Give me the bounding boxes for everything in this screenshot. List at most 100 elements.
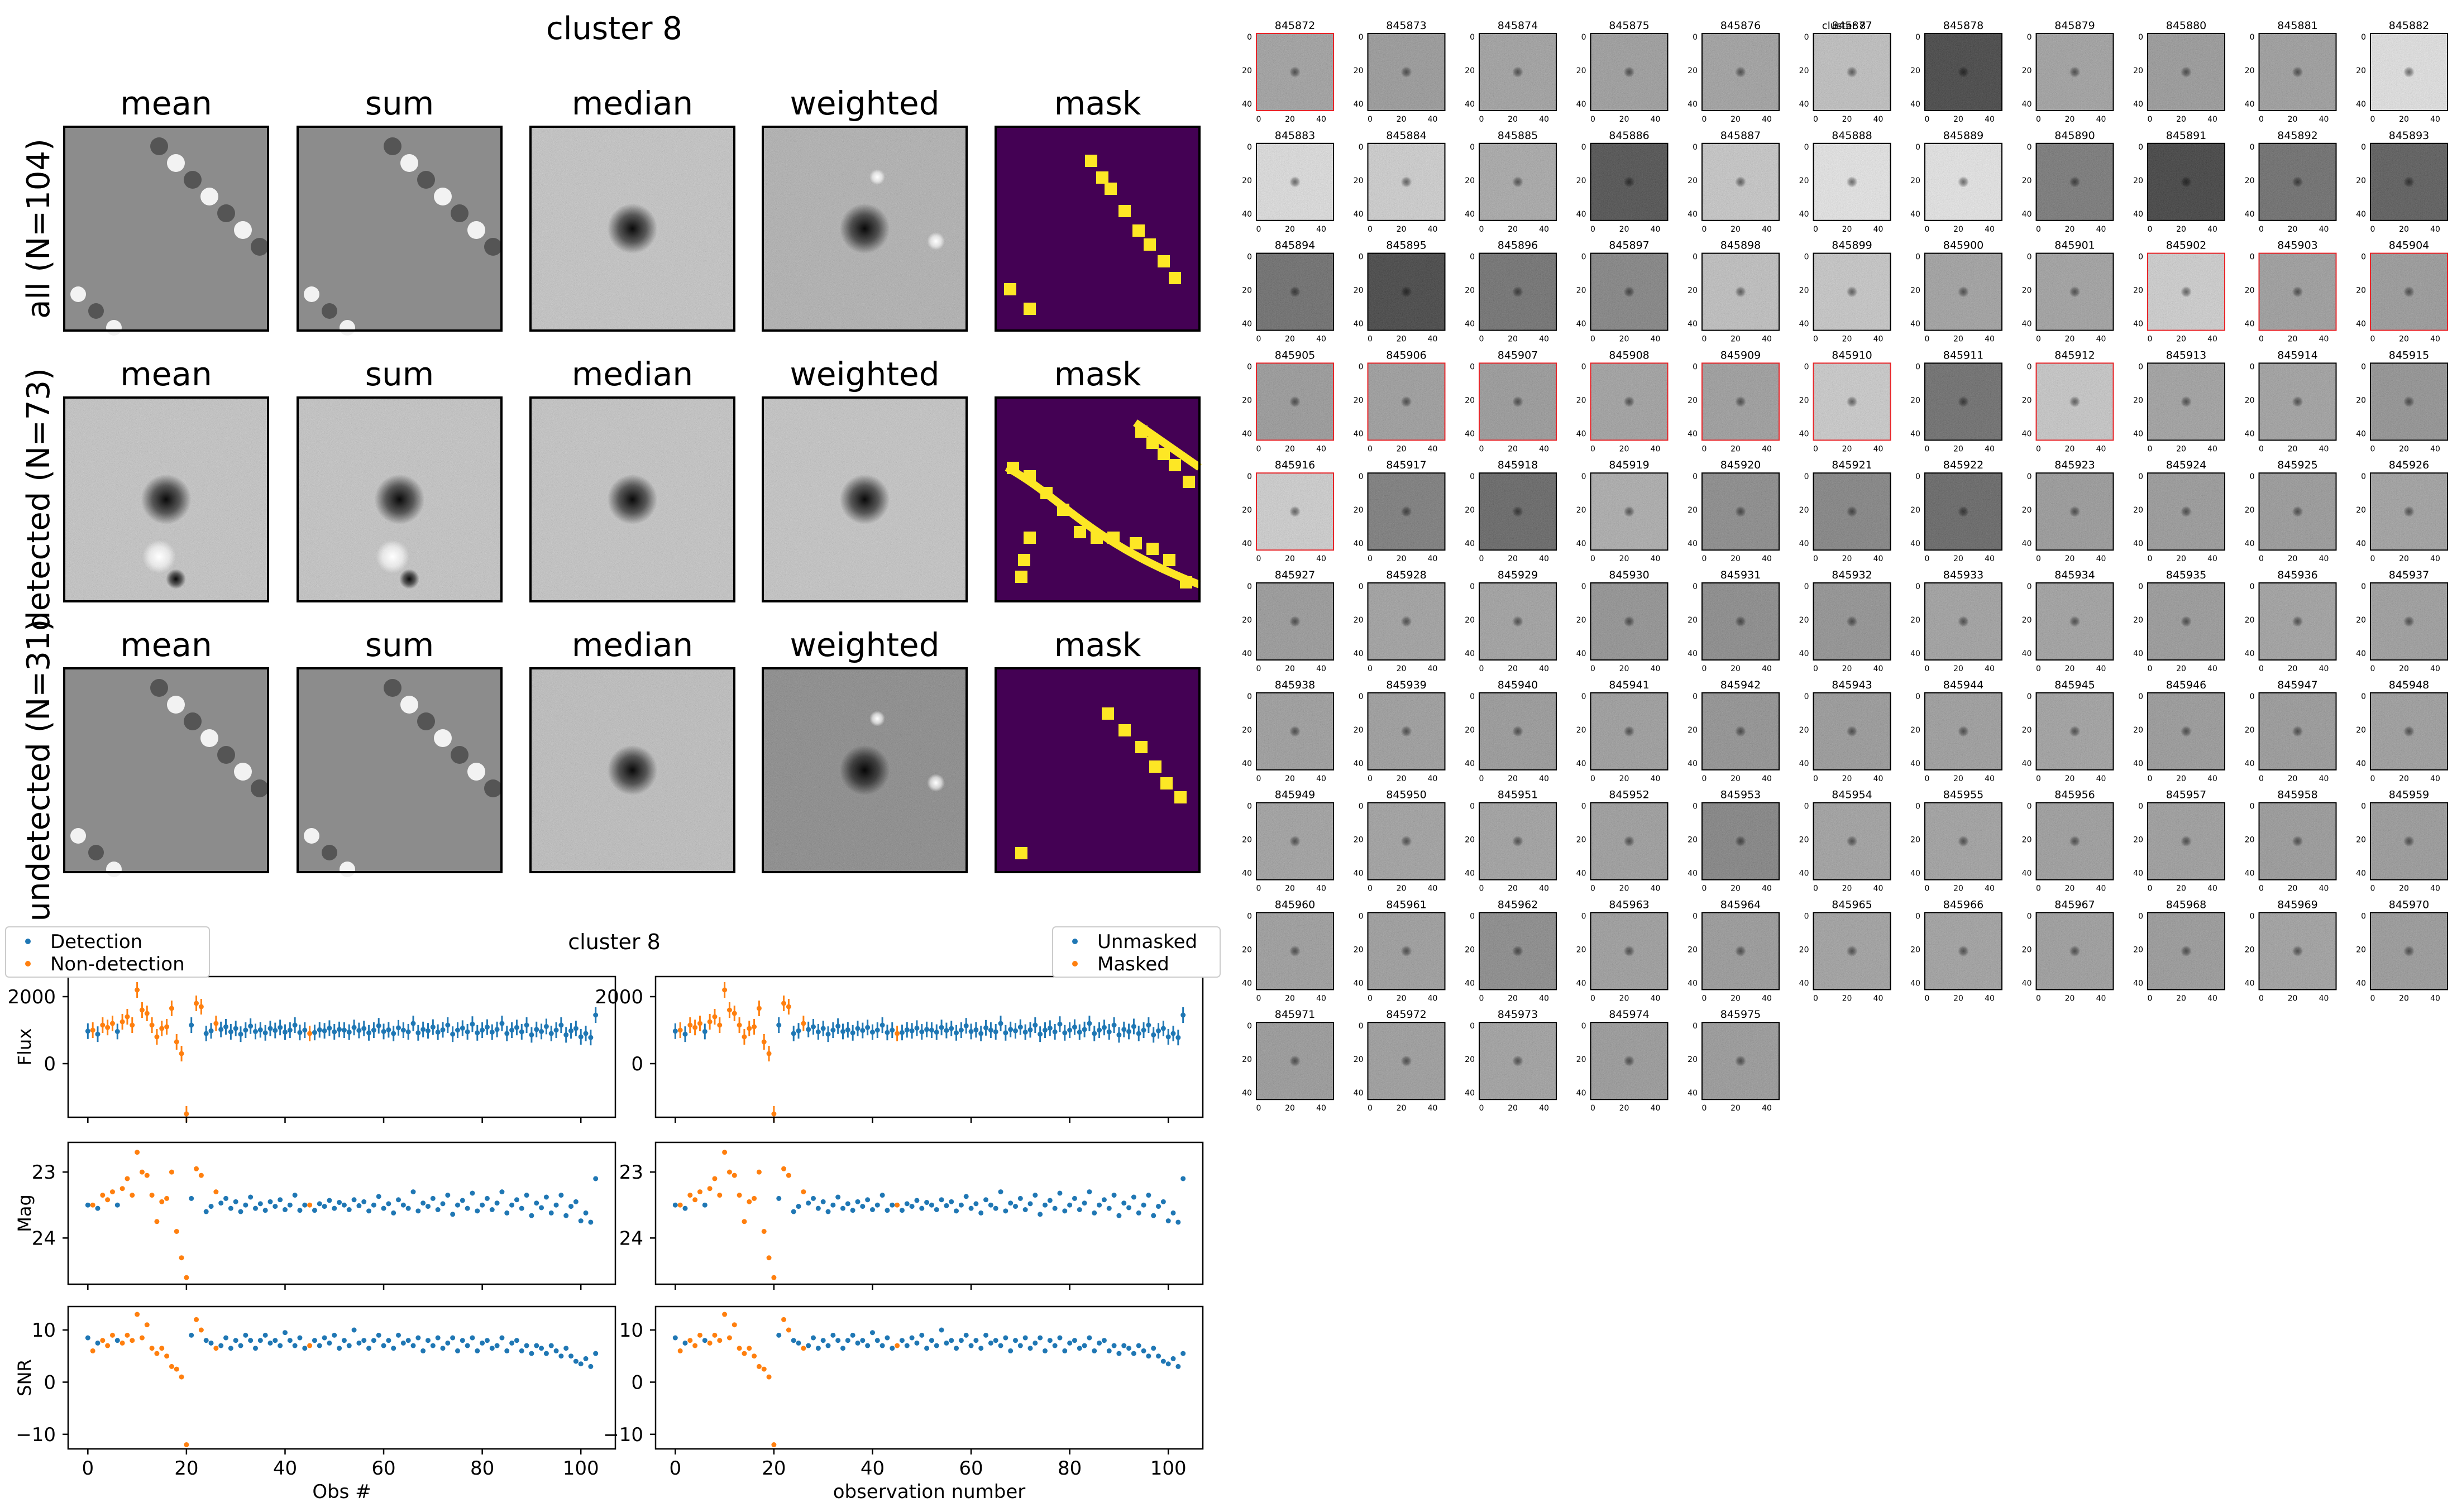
data-point-detection bbox=[825, 1343, 831, 1348]
cutout-id-label: 845954 bbox=[1832, 789, 1872, 801]
data-point-detection bbox=[909, 1335, 915, 1341]
cutout-source bbox=[2292, 66, 2303, 78]
cutout-y-tick: 0 bbox=[1359, 692, 1364, 701]
cutout-x-tick: 20 bbox=[1842, 664, 1852, 673]
cutout-y-tick: 0 bbox=[2027, 143, 2032, 152]
cutout-source bbox=[1958, 286, 1969, 298]
cutout-source bbox=[1958, 616, 1969, 627]
data-point-detection bbox=[865, 1025, 871, 1030]
data-point-detection bbox=[840, 1346, 845, 1351]
cutout-source bbox=[1512, 945, 1523, 957]
data-point-detection bbox=[1156, 1353, 1161, 1359]
data-point-detection bbox=[885, 1335, 890, 1341]
data-point-non-detection bbox=[130, 1022, 135, 1028]
data-point-detection bbox=[322, 1028, 327, 1033]
cutout-x-tick: 40 bbox=[1873, 664, 1884, 673]
data-point-detection bbox=[593, 1351, 599, 1356]
data-point-detection bbox=[282, 1207, 288, 1213]
cutout-y-tick: 40 bbox=[2245, 210, 2255, 219]
cutout-x-tick: 20 bbox=[2176, 444, 2186, 453]
cutout-id-label: 845941 bbox=[1609, 679, 1650, 691]
cutout-y-tick: 40 bbox=[1576, 429, 1586, 438]
cutout-y-tick: 0 bbox=[2027, 912, 2032, 921]
data-point-detection bbox=[968, 1343, 974, 1348]
data-point-non-detection bbox=[726, 1007, 732, 1013]
cutout-x-tick: 0 bbox=[2148, 225, 2153, 234]
cutout-x-tick: 20 bbox=[2399, 115, 2409, 124]
cutout-x-tick: 20 bbox=[1285, 774, 1295, 783]
data-point-detection bbox=[332, 1029, 337, 1035]
cutout-y-tick: 20 bbox=[1242, 286, 1252, 295]
data-point-detection bbox=[1038, 1335, 1043, 1341]
data-point-detection bbox=[1072, 1025, 1077, 1030]
streak-blob bbox=[467, 221, 485, 239]
cutout-y-tick: 20 bbox=[1354, 1055, 1364, 1064]
cutout-y-tick: 40 bbox=[2022, 539, 2032, 548]
cutout-x-tick: 0 bbox=[1925, 884, 1930, 893]
data-point-non-detection bbox=[159, 1026, 165, 1031]
cutout-source bbox=[2181, 396, 2192, 408]
cutout-frame bbox=[1256, 33, 1334, 111]
cutout-y-tick: 0 bbox=[1804, 472, 1809, 481]
cutout-y-tick: 40 bbox=[2133, 869, 2143, 878]
cutout-id-label: 845950 bbox=[1386, 789, 1427, 801]
data-point-detection bbox=[1116, 1032, 1122, 1037]
cutout-x-tick: 0 bbox=[1590, 994, 1595, 1003]
data-point-detection bbox=[939, 1327, 944, 1333]
y-tick-label: −10 bbox=[603, 1424, 643, 1446]
cutout-frame bbox=[1256, 142, 1334, 221]
data-point-non-detection bbox=[747, 1199, 752, 1204]
cutout-x-tick: 0 bbox=[1925, 994, 1930, 1003]
data-point-non-detection bbox=[119, 1186, 125, 1192]
data-point-detection bbox=[420, 1348, 426, 1353]
data-point-non-detection bbox=[747, 1346, 752, 1351]
cutout-id-label: 845942 bbox=[1720, 679, 1761, 691]
mask-pixel bbox=[1105, 183, 1117, 195]
cutout-x-tick: 0 bbox=[1479, 554, 1484, 563]
data-point-detection bbox=[874, 1027, 880, 1033]
data-point-detection bbox=[904, 1027, 910, 1032]
data-point-detection bbox=[553, 1027, 559, 1033]
cutout-id-label: 845900 bbox=[1943, 240, 1984, 252]
data-point-detection bbox=[583, 1356, 589, 1361]
cutout-x-tick: 20 bbox=[1397, 335, 1407, 344]
cutout-frame bbox=[2258, 252, 2337, 331]
streak-remnant bbox=[927, 774, 945, 792]
data-point-detection bbox=[480, 1027, 485, 1033]
cutout-y-tick: 0 bbox=[1915, 912, 1920, 921]
cutout-x-tick: 20 bbox=[2399, 774, 2409, 783]
data-point-detection bbox=[845, 1201, 850, 1207]
data-point-non-detection bbox=[90, 1202, 95, 1208]
data-point-non-detection bbox=[144, 1173, 150, 1178]
cutout-y-tick: 20 bbox=[1354, 286, 1364, 295]
cutout-y-tick: 40 bbox=[1465, 429, 1475, 438]
data-point-detection bbox=[337, 1346, 342, 1351]
cutout-x-tick: 40 bbox=[2207, 994, 2217, 1003]
data-point-non-detection bbox=[771, 1275, 777, 1280]
data-point-non-detection bbox=[732, 1173, 737, 1178]
cutout-x-tick: 40 bbox=[1985, 115, 1995, 124]
cutout-id-label: 845877 bbox=[1832, 20, 1872, 32]
data-point-detection bbox=[583, 1031, 589, 1036]
cutout-id-label: 845894 bbox=[1275, 240, 1316, 252]
cutout-x-tick: 0 bbox=[1368, 884, 1373, 893]
cutout-y-tick: 40 bbox=[2356, 320, 2366, 329]
data-point-non-detection bbox=[707, 1186, 713, 1192]
data-point-detection bbox=[114, 1028, 120, 1034]
cutout-y-tick: 0 bbox=[1247, 33, 1252, 42]
cutout-y-tick: 0 bbox=[1693, 582, 1698, 591]
cutout-y-tick: 40 bbox=[2133, 429, 2143, 438]
cutout-y-tick: 0 bbox=[1581, 802, 1586, 811]
cutout-frame bbox=[1367, 1022, 1446, 1100]
cutout-frame bbox=[1701, 472, 1780, 551]
cutout-y-tick: 20 bbox=[1354, 66, 1364, 75]
cutout-x-tick: 40 bbox=[2319, 225, 2329, 234]
